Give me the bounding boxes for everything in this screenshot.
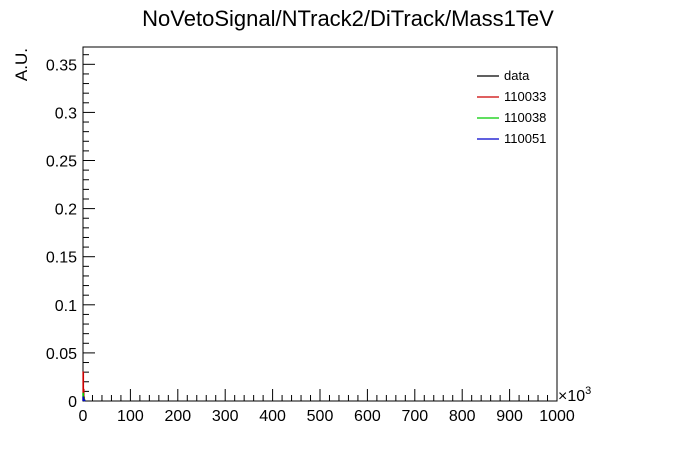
x-tick-label: 100	[117, 408, 144, 425]
x-axis-multiplier-base: ×10	[558, 388, 585, 405]
x-tick-label: 900	[496, 408, 523, 425]
series-line-110051	[82, 396, 86, 402]
chart-title: NoVetoSignal/NTrack2/DiTrack/Mass1TeV	[142, 6, 554, 31]
legend-label: 110051	[504, 131, 546, 146]
y-tick-label: 0.1	[55, 298, 77, 315]
y-tick-label: 0.35	[46, 57, 77, 74]
legend: data 110033 110038 110051	[477, 68, 546, 146]
series-layer	[82, 371, 86, 402]
y-tick-label: 0.15	[46, 250, 77, 267]
x-tick-label: 400	[259, 408, 286, 425]
x-tick-label: 0	[79, 408, 88, 425]
x-tick-label: 800	[449, 408, 476, 425]
legend-label: 110038	[504, 110, 546, 125]
x-tick-label: 1000	[539, 408, 575, 425]
x-tick-label: 500	[307, 408, 334, 425]
x-tick-label: 300	[212, 408, 239, 425]
axes: 0 100 200 300 400 500 600 700 800 900 1000 0 0.05 0.1…	[46, 46, 575, 425]
y-axis-label: A.U.	[12, 48, 31, 81]
legend-label: data	[504, 68, 530, 83]
x-tick-label: 700	[401, 408, 428, 425]
plot-frame	[82, 46, 558, 402]
x-axis-multiplier: ×103	[558, 385, 591, 405]
x-tick-label: 200	[164, 408, 191, 425]
legend-label: 110033	[504, 89, 546, 104]
y-tick-label: 0.3	[55, 105, 77, 122]
y-tick-label: 0	[68, 394, 77, 411]
x-axis-multiplier-exponent: 3	[585, 385, 591, 397]
y-tick-label: 0.25	[46, 154, 77, 171]
x-tick-label: 600	[354, 408, 381, 425]
y-tick-label: 0.05	[46, 346, 77, 363]
y-tick-label: 0.2	[55, 202, 77, 219]
